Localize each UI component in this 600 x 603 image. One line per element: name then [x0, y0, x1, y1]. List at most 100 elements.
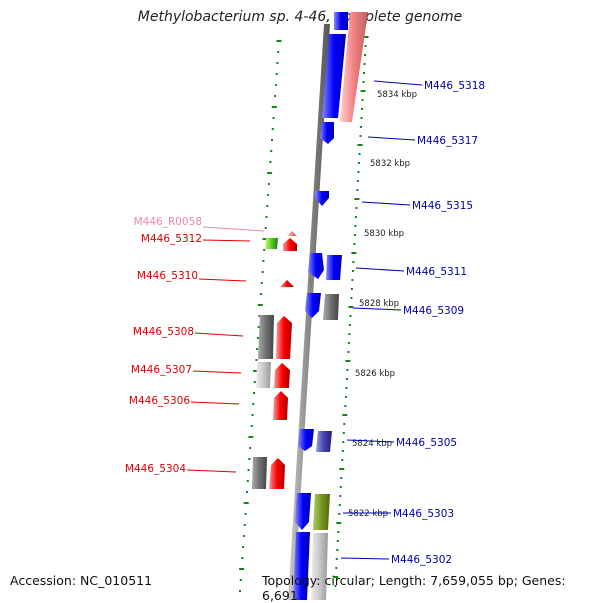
left-tick — [270, 150, 273, 152]
gene-label-left: M446_5304 — [125, 463, 186, 475]
right-tick — [340, 477, 343, 479]
scale-label: 5822 kbp — [348, 509, 388, 519]
right-tick — [336, 540, 339, 542]
gene-M446-5306 — [273, 391, 288, 420]
scale-label: 5830 kbp — [364, 229, 404, 239]
left-tick — [248, 436, 254, 438]
left-tick — [253, 381, 256, 383]
right-tick — [338, 513, 341, 515]
right-tick-row — [333, 36, 369, 587]
gene-M446-5304-b — [269, 458, 285, 489]
gene-M446-5307-b — [274, 363, 290, 388]
right-tick — [342, 432, 345, 434]
right-tick — [349, 315, 352, 317]
gene-M446-5312-b — [283, 238, 297, 251]
right-tick — [345, 360, 351, 362]
right-tick — [348, 306, 354, 308]
right-tick — [345, 387, 348, 389]
left-tick — [246, 491, 248, 493]
left-label-connector — [186, 469, 237, 473]
gene-red-top — [340, 12, 368, 122]
left-tick — [247, 469, 250, 471]
left-tick — [243, 524, 246, 526]
right-tick — [335, 558, 338, 560]
right-tick — [341, 459, 344, 461]
left-tick — [263, 249, 266, 251]
right-tick — [362, 81, 365, 83]
left-tick — [269, 161, 272, 163]
right-tick — [345, 378, 348, 380]
right-tick — [353, 243, 356, 245]
right-tick — [334, 585, 337, 587]
left-tick — [276, 40, 282, 42]
right-label-connector — [352, 307, 402, 311]
right-tick — [339, 486, 342, 488]
gene-M446-5311-a — [308, 253, 324, 279]
right-tick — [356, 189, 359, 191]
right-tick — [353, 234, 356, 236]
right-tick — [363, 63, 366, 65]
right-gene-labels: M446_5318 M446_5317 M446_5315 M446_5311 M446… — [340, 80, 485, 566]
left-tick — [244, 513, 247, 515]
map-title: Methylobacterium sp. 4-46, complete geno… — [137, 9, 463, 25]
gene-label-left: M446_5308 — [133, 326, 194, 338]
left-tick — [274, 84, 277, 86]
right-tick — [360, 90, 366, 92]
right-tick — [350, 297, 353, 299]
left-gene-labels: M446_R0058 M446_5312 M446_5310 M446_5308 M44… — [125, 216, 265, 475]
right-tick — [359, 135, 362, 137]
gene-M446-5308-b — [276, 316, 292, 359]
gene-M446-5305-b — [316, 431, 332, 452]
left-tick — [271, 139, 273, 141]
left-tick — [257, 326, 260, 328]
right-tick — [336, 522, 342, 524]
gene-label-right: M446_5305 — [396, 437, 457, 449]
left-tick — [267, 183, 270, 185]
right-tick — [358, 153, 361, 155]
gene-label-left: M446_5310 — [137, 270, 198, 282]
right-tick — [348, 324, 351, 326]
gene-label-right: M446_5318 — [424, 80, 485, 92]
left-label-connector — [202, 239, 251, 242]
left-label-connector — [192, 370, 242, 374]
right-tick — [357, 162, 360, 164]
left-tick — [266, 205, 269, 207]
gene-label-left: M446_R0058 — [134, 216, 202, 228]
gene-M446-5309-a — [305, 293, 321, 318]
gene-label-right: M446_5302 — [391, 554, 452, 566]
left-tick — [260, 282, 263, 284]
left-tick-row — [239, 40, 282, 592]
left-tick — [260, 293, 263, 295]
gene-M446-5310 — [280, 280, 294, 287]
right-tick — [344, 396, 347, 398]
gene-label-left: M446_5306 — [129, 395, 190, 407]
right-tick — [351, 279, 354, 281]
left-tick — [256, 337, 259, 339]
left-tick — [271, 106, 277, 108]
right-tick — [355, 207, 358, 209]
scale-labels: 5834 kbp 5832 kbp 5830 kbp 5828 kbp 5826 kbp… — [348, 90, 417, 519]
gene-M446-5303-b — [313, 494, 330, 530]
gene-label-right: M446_5311 — [406, 266, 467, 278]
right-tick — [346, 369, 349, 371]
left-label-connector — [202, 226, 265, 232]
left-tick — [242, 546, 245, 548]
left-tick — [271, 128, 274, 130]
left-tick — [267, 172, 273, 174]
gene-M446-5317 — [320, 122, 334, 144]
left-tick — [256, 348, 259, 350]
left-tick — [272, 117, 275, 119]
right-tick — [344, 405, 347, 407]
left-tick — [253, 370, 259, 372]
right-tick — [363, 72, 365, 74]
right-tick — [364, 54, 366, 56]
gene-M446-5303-a — [295, 493, 311, 530]
left-tick — [248, 458, 251, 460]
gene-M446-5307-a — [256, 362, 271, 388]
right-tick — [356, 180, 359, 182]
gene-label-right: M446_5309 — [403, 305, 464, 317]
left-tick — [251, 414, 254, 416]
right-tick — [360, 126, 362, 128]
left-tick — [267, 194, 270, 196]
